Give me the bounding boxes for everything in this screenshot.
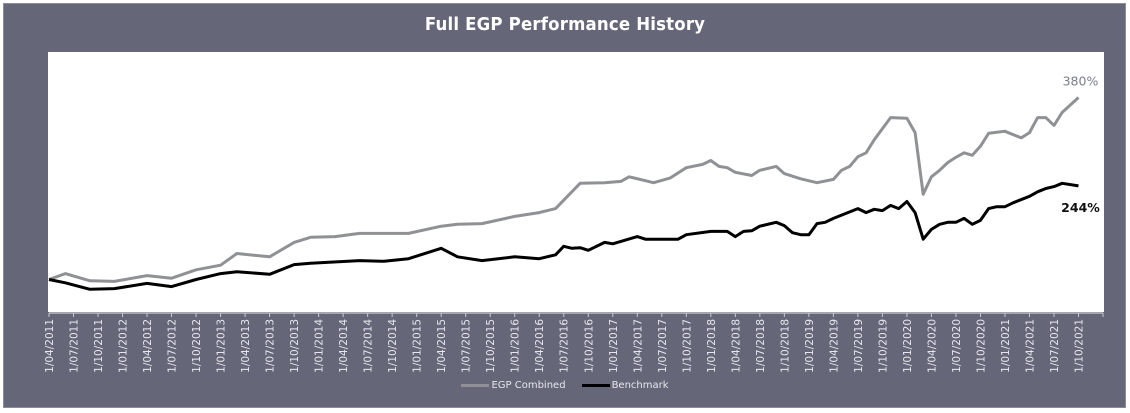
x-tick-label: 1/07/2016	[559, 319, 571, 373]
x-tick-label: 1/07/2015	[461, 319, 473, 373]
x-tick-label: 1/01/2019	[804, 319, 816, 373]
x-tick-label: 1/07/2013	[265, 319, 277, 373]
x-tick-label: 1/01/2020	[902, 319, 914, 373]
x-tick-label: 1/04/2012	[142, 319, 154, 373]
legend-label-benchmark: Benchmark	[611, 380, 669, 391]
x-tick-label: 1/07/2018	[755, 319, 767, 373]
x-tick-label: 1/10/2020	[975, 319, 987, 373]
x-tick-label: 1/01/2017	[608, 319, 620, 373]
x-tick-label: 1/07/2011	[69, 319, 81, 373]
end-labels: 380% 244%	[1061, 74, 1100, 215]
x-tick-label: 1/10/2017	[681, 319, 693, 373]
x-tick-label: 1/01/2016	[510, 319, 522, 373]
x-tick-label: 1/07/2014	[363, 319, 375, 373]
x-tick-label: 1/10/2019	[877, 319, 889, 373]
end-label-egp-combined: 380%	[1063, 74, 1099, 89]
legend-swatch-benchmark	[581, 384, 610, 387]
x-tick-label: 1/07/2019	[853, 319, 865, 373]
legend-label-egp-combined: EGP Combined	[491, 380, 566, 391]
x-tick-label: 1/10/2018	[779, 319, 791, 373]
plot-area	[48, 52, 1104, 312]
series-line-egp-combined	[48, 96, 1080, 283]
x-tick-label: 1/01/2018	[706, 319, 718, 373]
legend: EGP Combined Benchmark	[0, 380, 1130, 391]
x-tick-label: 1/04/2021	[1024, 319, 1036, 373]
x-tick-label: 1/01/2021	[1000, 319, 1012, 373]
legend-item-egp-combined: EGP Combined	[461, 380, 566, 391]
series-line-benchmark	[48, 181, 1079, 291]
x-tick-label: 1/01/2014	[314, 319, 326, 373]
chart-title: Full EGP Performance History	[424, 14, 706, 35]
x-tick-label: 1/07/2017	[657, 319, 669, 373]
x-tick-label: 1/01/2012	[118, 319, 130, 373]
x-tick-label: 1/04/2020	[926, 319, 938, 373]
x-tick-label: 1/04/2015	[436, 319, 448, 373]
x-tick-label: 1/01/2013	[216, 319, 228, 373]
x-tick-label: 1/01/2015	[412, 319, 424, 373]
x-tick-label: 1/10/2012	[191, 319, 203, 373]
x-tick-label: 1/07/2020	[951, 319, 963, 373]
series-lines	[48, 96, 1080, 291]
legend-item-benchmark: Benchmark	[581, 380, 669, 391]
x-tick-label: 1/04/2011	[44, 319, 56, 373]
x-tick-label: 1/07/2012	[167, 319, 179, 373]
x-tick-label: 1/04/2014	[338, 319, 350, 373]
x-tick-label: 1/07/2021	[1049, 319, 1061, 373]
x-tick-label: 1/10/2011	[93, 319, 105, 373]
x-tick-label: 1/10/2013	[289, 319, 301, 373]
x-tick-label: 1/04/2017	[632, 319, 644, 373]
x-axis: 1/04/2011 1/07/2011 1/10/2011 1/01/2012 1/04…	[44, 312, 1104, 373]
end-label-benchmark: 244%	[1061, 200, 1100, 215]
legend-swatch-egp-combined	[461, 384, 490, 387]
x-tick-label: 1/10/2021	[1073, 319, 1085, 373]
x-tick-label: 1/04/2016	[534, 319, 546, 373]
x-tick-label: 1/04/2018	[730, 319, 742, 373]
x-tick-label: 1/10/2016	[583, 319, 595, 373]
x-tick-label: 1/04/2013	[240, 319, 252, 373]
x-tick-label: 1/10/2015	[485, 319, 497, 373]
x-tick-label: 1/10/2014	[387, 319, 399, 373]
x-tick-label: 1/04/2019	[828, 319, 840, 373]
